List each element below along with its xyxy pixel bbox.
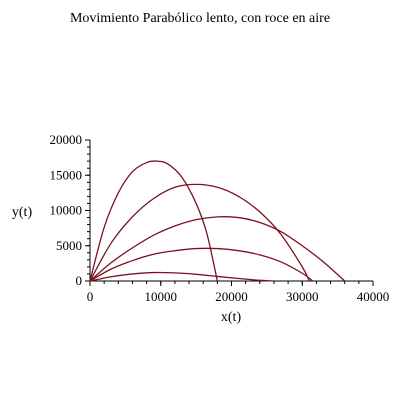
x-tick-label: 20000 bbox=[215, 289, 248, 304]
series-lines bbox=[89, 160, 346, 282]
x-tick-label: 30000 bbox=[286, 289, 319, 304]
y-tick-label: 15000 bbox=[50, 167, 83, 182]
x-tick-label: 40000 bbox=[357, 289, 390, 304]
chart-title: Movimiento Parabólico lento, con roce en… bbox=[70, 11, 330, 26]
x-tick-label: 10000 bbox=[145, 289, 178, 304]
y-axis-label: y(t) bbox=[12, 205, 33, 220]
axes bbox=[89, 140, 373, 282]
y-tick-label: 0 bbox=[76, 273, 83, 288]
trajectory-line-1 bbox=[89, 216, 346, 282]
y-tick-label: 10000 bbox=[50, 203, 83, 218]
trajectory-line-5 bbox=[89, 271, 274, 282]
trajectory-line-2 bbox=[89, 247, 314, 282]
x-axis-label: x(t) bbox=[221, 310, 242, 325]
trajectory-line-3 bbox=[89, 183, 310, 282]
y-tick-label: 20000 bbox=[50, 132, 83, 147]
y-tick-label: 5000 bbox=[56, 238, 82, 253]
ticks: 0 10000 20000 30000 40000 0 5000 10000 15000 2000… bbox=[50, 132, 390, 304]
trajectory-line-4 bbox=[89, 160, 218, 282]
x-tick-label: 0 bbox=[87, 289, 94, 304]
